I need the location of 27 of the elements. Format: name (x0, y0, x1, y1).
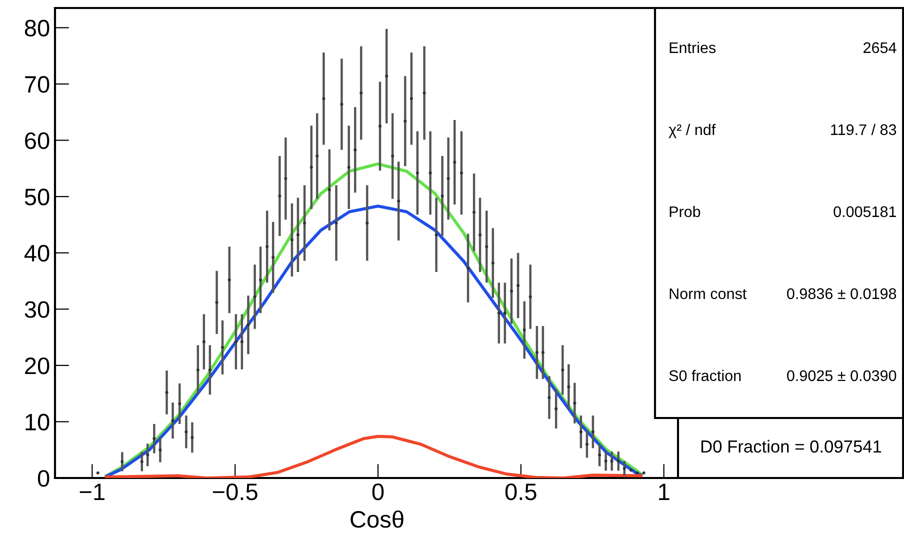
y-tick-label: 20 (25, 357, 50, 374)
text: 0.9025 ± 0.0390 (787, 370, 896, 382)
text: 2654 (864, 42, 896, 54)
y-tick-label: 10 (26, 414, 50, 430)
text: 0.9836 ± 0.0198 (787, 288, 896, 300)
y-tick-label: 50 (24, 188, 50, 206)
text: 119.7 / 83 (831, 124, 896, 136)
x-axis-title: Cosθ (350, 510, 404, 528)
x-tick-label: −1 (80, 484, 104, 500)
y-tick-label: 70 (25, 76, 50, 93)
annotation: χ² / ndf (668, 124, 716, 138)
annotation: Entries (670, 42, 716, 54)
y-tick-label: 30 (24, 301, 50, 318)
annotation: S0 fraction (669, 370, 741, 382)
text: D0 Fraction = 0.097541 (701, 440, 882, 453)
x-tick-label: −0.5 (212, 483, 258, 500)
annotation: Norm const (670, 288, 747, 300)
x-tick-label: 0.5 (505, 483, 536, 500)
x-tick-label: 0 (372, 483, 384, 500)
y-tick-label: 80 (24, 20, 50, 36)
y-tick-label: 60 (25, 132, 50, 150)
x-tick-label: 1 (659, 484, 670, 500)
y-tick-label: 40 (24, 244, 50, 262)
y-tick-label: 0 (38, 470, 50, 487)
annotation: Prob (670, 206, 700, 218)
line-series (104, 434, 643, 478)
text: 0.005181 (834, 206, 896, 218)
